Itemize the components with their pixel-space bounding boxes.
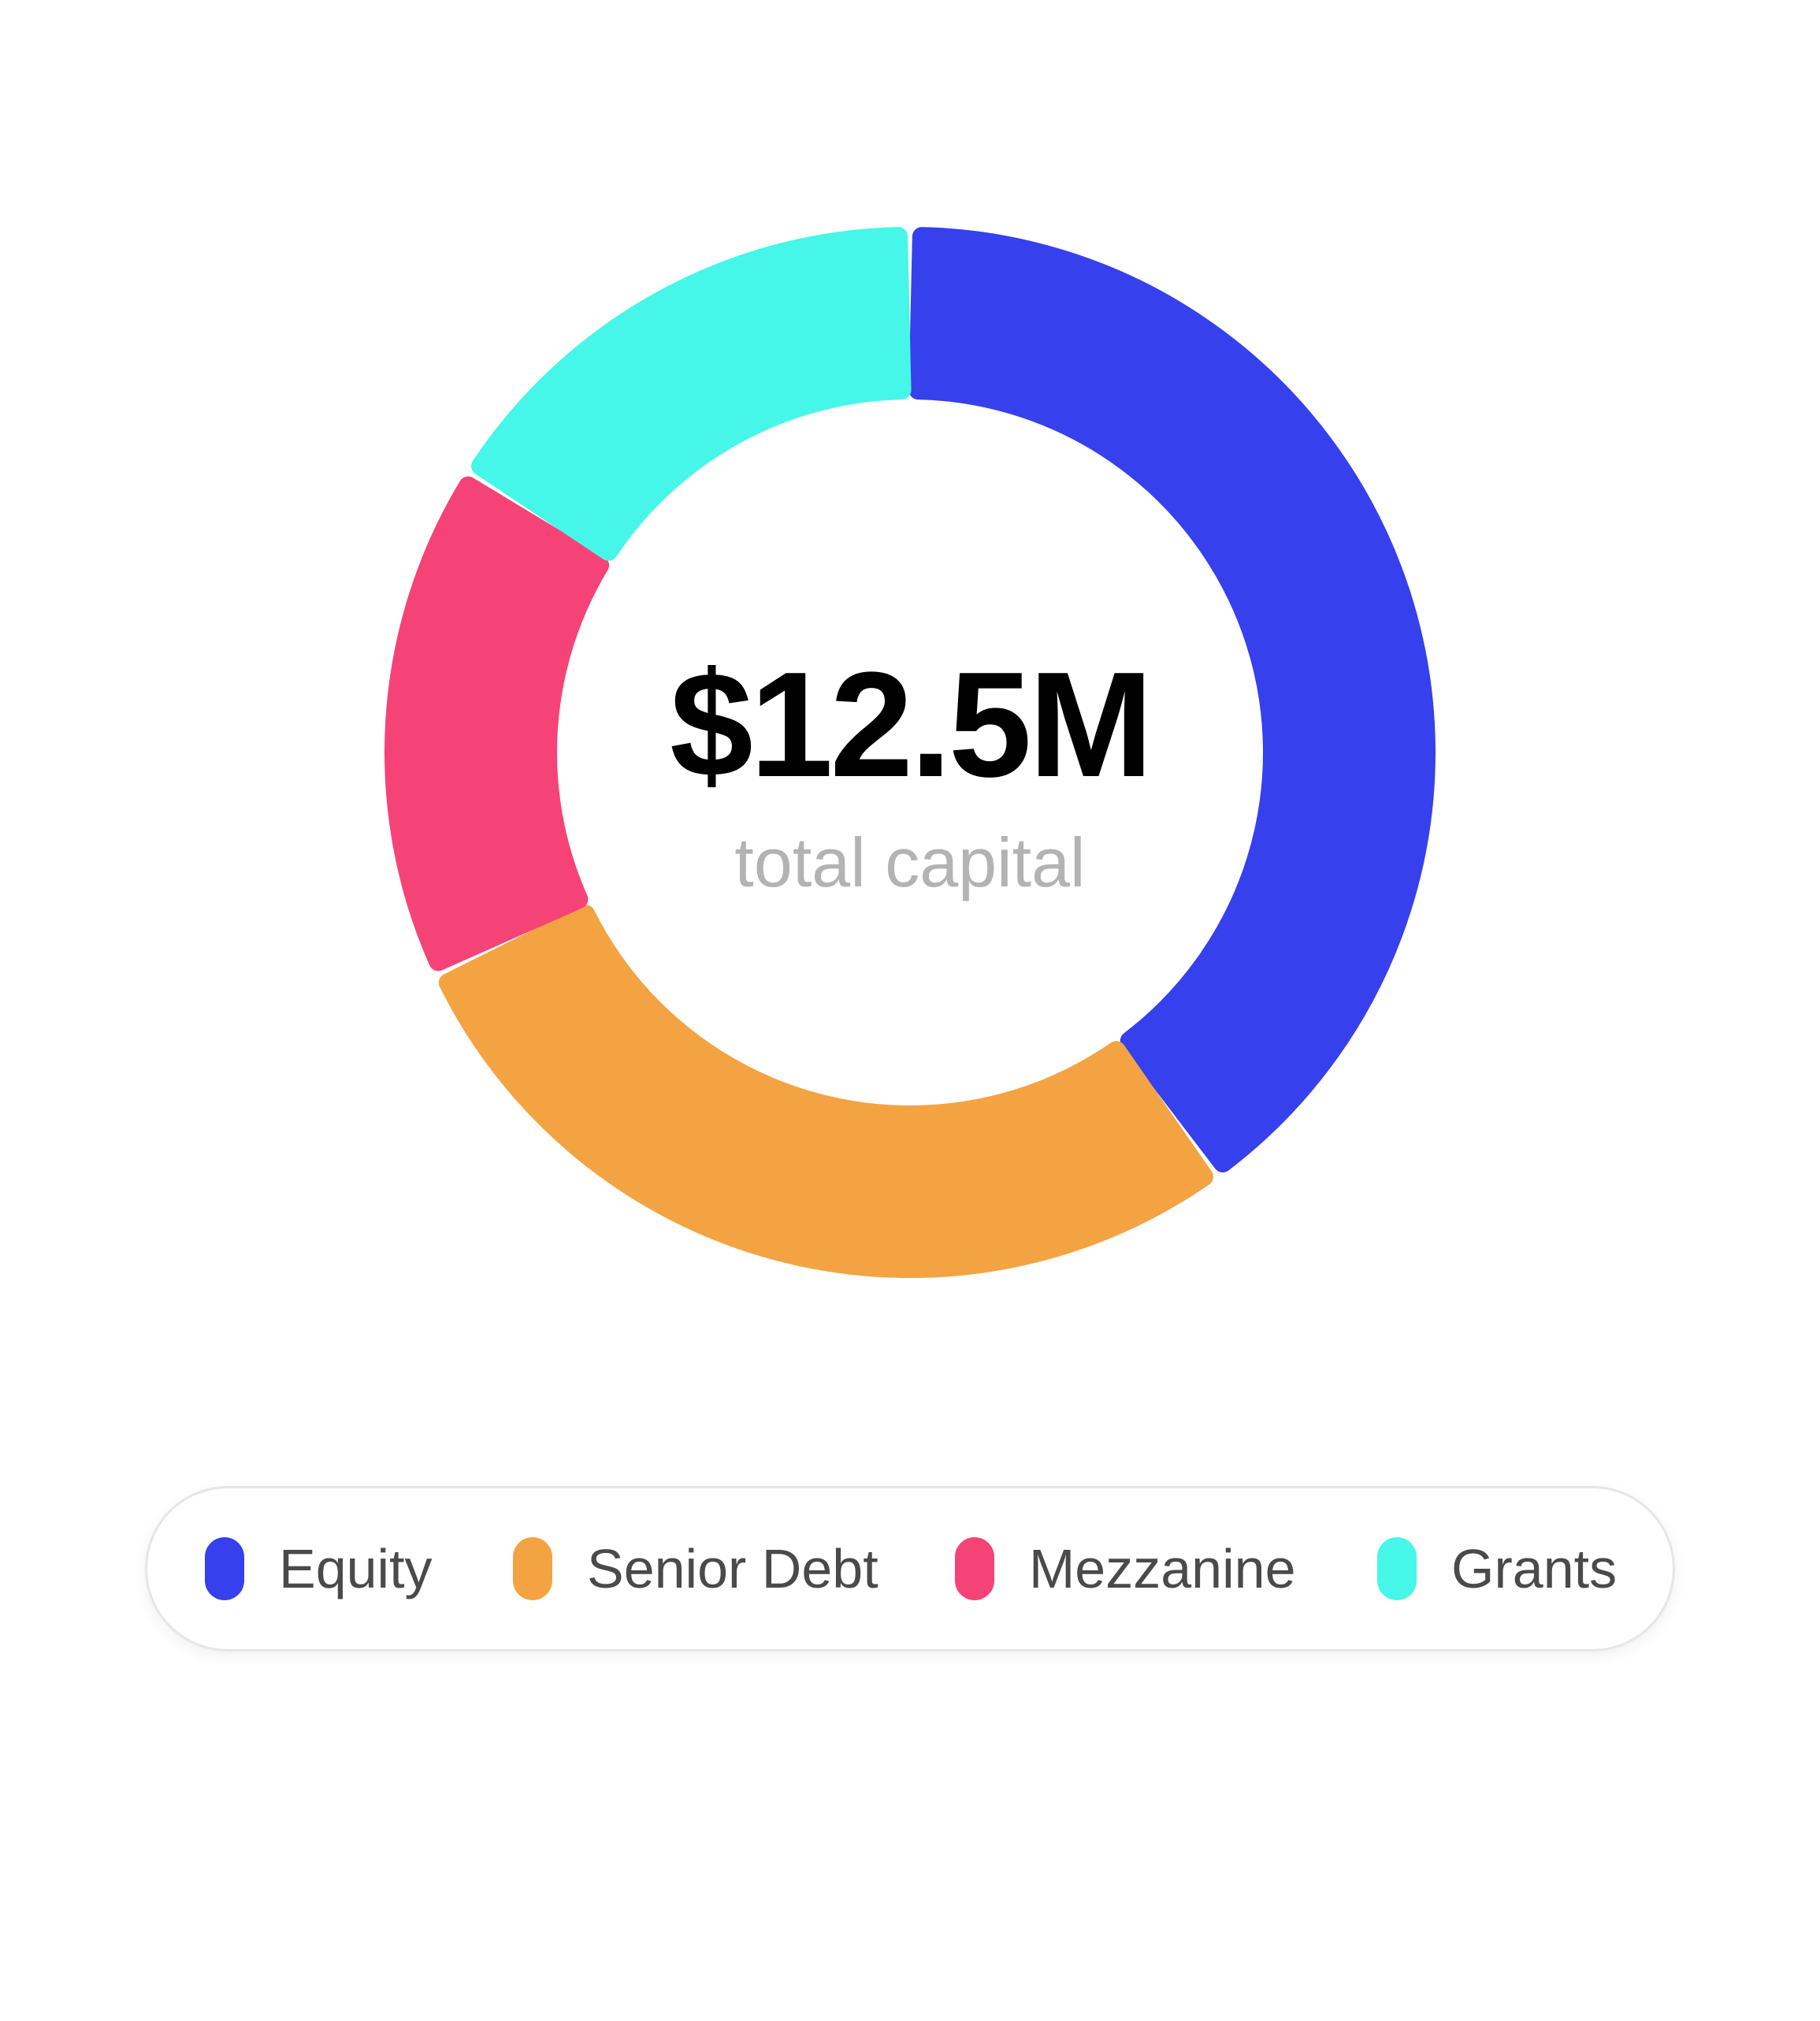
legend-label-senior-debt: Senior Debt [587,1538,878,1599]
slice-mezzanine[interactable] [384,476,610,971]
legend-swatch-grants [1377,1537,1417,1600]
slice-equity[interactable] [908,227,1436,1173]
total-caption: total capital [734,823,1085,901]
slice-senior-debt[interactable] [438,905,1213,1278]
legend-item-senior-debt[interactable]: Senior Debt [513,1488,878,1649]
donut-slices [384,227,1436,1278]
total-value: $12.5M [670,641,1150,808]
legend-item-grants[interactable]: Grants [1377,1488,1617,1649]
legend-item-mezzanine[interactable]: Mezzanine [955,1488,1296,1649]
legend-swatch-mezzanine [955,1537,994,1600]
legend-swatch-senior-debt [513,1537,552,1600]
legend-label-mezzanine: Mezzanine [1029,1538,1296,1599]
legend-label-equity: Equity [279,1538,433,1599]
slice-grants[interactable] [471,227,912,561]
legend-item-equity[interactable]: Equity [205,1488,433,1649]
legend: Equity Senior Debt Mezzanine Grants [145,1486,1675,1651]
legend-swatch-equity [205,1537,244,1600]
legend-label-grants: Grants [1451,1538,1618,1599]
